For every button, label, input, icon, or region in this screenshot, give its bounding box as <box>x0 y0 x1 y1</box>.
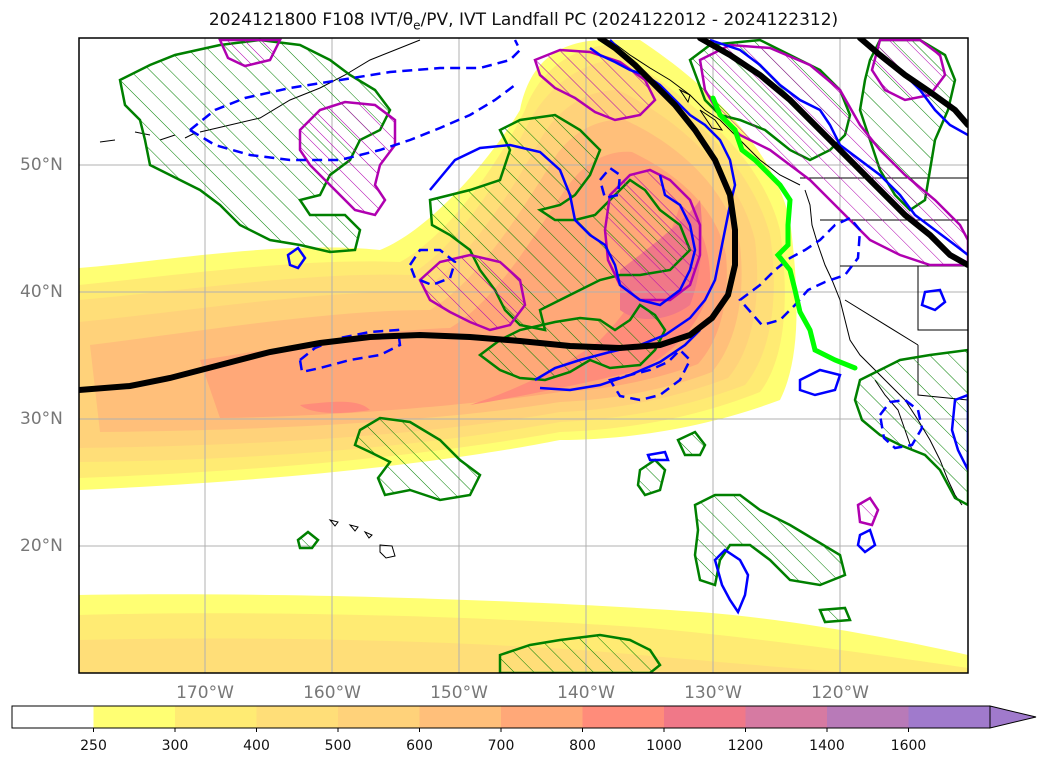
colorbar-tick-label: 1000 <box>646 738 682 754</box>
colorbar-swatch <box>419 706 502 728</box>
colorbar <box>11 705 1037 732</box>
longitude-label: 130°W <box>684 683 742 703</box>
hawaii-islands <box>328 519 396 559</box>
longitude-label: 170°W <box>176 683 234 703</box>
pv-region-small-1 <box>296 530 320 550</box>
theta-e-solid-central <box>429 143 697 307</box>
colorbar-tick-marks <box>93 728 909 732</box>
colorbar-tick-label: 1600 <box>890 738 927 754</box>
pv-region-south-east <box>693 493 847 587</box>
theta-e-solid-small-4 <box>713 548 750 615</box>
theta-e-solid-small-2 <box>920 288 947 312</box>
colorbar-swatch <box>175 706 257 728</box>
ivt-southern-band-core <box>79 638 860 673</box>
theta-e-dashed-trough <box>608 348 692 402</box>
colorbar-tick-label: 300 <box>161 738 189 754</box>
colorbar-swatch <box>582 706 665 728</box>
colorbar-swatch <box>93 706 176 728</box>
pv-region-small-3 <box>676 430 707 457</box>
chart-title: 2024121800 F108 IVT/θe/PV, IVT Landfall … <box>208 10 839 33</box>
colorbar-tick-label: 1400 <box>809 738 845 754</box>
colorbar-swatch <box>908 706 991 728</box>
landfall-trajectories <box>79 38 968 393</box>
colorbar-tick-label: 500 <box>324 738 352 754</box>
colorbar-tick-label: 700 <box>487 738 515 754</box>
latitude-label: 30°N <box>20 409 63 429</box>
landfall-coast-segment <box>710 95 858 371</box>
theta-e-dashed-contours <box>189 39 924 450</box>
colorbar-swatch <box>745 706 828 728</box>
theta-e-dashed-northwest-inner <box>189 84 516 162</box>
colorbar-tick-label: 1200 <box>727 738 764 754</box>
theta-e-solid-east <box>709 38 968 256</box>
longitude-label: 140°W <box>557 683 615 703</box>
colorbar-tick-label: 600 <box>406 738 433 754</box>
theta-e-dashed-northwest <box>189 39 522 131</box>
longitude-label: 160°W <box>303 683 361 703</box>
theta-e-dashed-southeast <box>878 398 924 450</box>
pv-region-subtropical <box>353 416 482 502</box>
colorbar-tick-label: 250 <box>80 738 107 754</box>
colorbar-tick-label: 800 <box>569 738 596 754</box>
colorbar-swatch <box>338 706 420 728</box>
pv-region-lower-central <box>477 303 667 382</box>
pv-region-southwest-coast <box>853 348 968 507</box>
pv-region-northwest <box>118 38 392 254</box>
colorbar-swatches <box>11 705 1037 729</box>
colorbar-extend-arrow <box>989 705 1037 729</box>
theta-e-dashed-mid <box>598 166 622 200</box>
longitude-label: 150°W <box>430 683 488 703</box>
latitude-label: 50°N <box>20 155 63 175</box>
colorbar-tick-label: 400 <box>243 738 270 754</box>
theta-e-solid-small-1 <box>286 246 307 270</box>
theta-e-solid-small-3 <box>798 368 842 397</box>
theta-e-dashed-central <box>408 248 457 287</box>
theta-e-dashed-coast <box>738 216 862 327</box>
pv-region-south <box>498 633 662 673</box>
longitude-label: 120°W <box>811 683 869 703</box>
theta-e-solid-small-6 <box>646 450 670 462</box>
colorbar-swatch <box>256 706 339 728</box>
colorbar-swatch <box>827 706 909 728</box>
latitude-label: 40°N <box>20 282 63 302</box>
landfall-trajectory-northeast <box>857 38 968 128</box>
landfall-trajectory-north <box>697 38 968 268</box>
latitude-label: 20°N <box>20 536 63 556</box>
bc-islands <box>678 88 724 131</box>
pv-region-small-4 <box>818 606 852 624</box>
landfall-trajectory-main <box>79 38 738 393</box>
alaska-panhandle-coast <box>609 39 801 186</box>
colorbar-swatch <box>501 706 583 728</box>
theta-e-positive-south <box>856 496 880 527</box>
colorbar-swatch <box>12 706 94 728</box>
colorbar-swatch <box>664 706 746 728</box>
theta-e-solid-small-5 <box>856 528 877 554</box>
plot-frame <box>78 37 969 674</box>
theta-e-positive-central <box>418 253 527 332</box>
theta-e-positive-top <box>218 38 283 68</box>
theta-e-solid-southeast <box>950 393 968 471</box>
